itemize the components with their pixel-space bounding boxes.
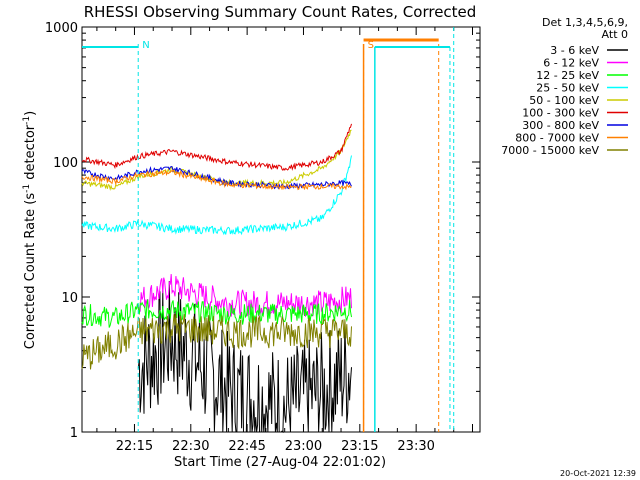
- x-axis-label: Start Time (27-Aug-04 22:01:02): [174, 455, 386, 470]
- y-axis-label-sup1: -1: [22, 184, 32, 193]
- legend-label: 800 - 7000 keV: [515, 132, 599, 145]
- series-line: [81, 165, 352, 190]
- x-axis: 22:15 22:30 22:45 23:00 23:15 23:30: [96, 27, 473, 454]
- y-tick-label: 100: [53, 156, 78, 171]
- y-axis-label-sup2: -1: [22, 116, 32, 125]
- legend-item: 800 - 7000 keV: [515, 132, 628, 145]
- x-tick-label: 22:15: [116, 439, 153, 454]
- legend-header-line1: Det 1,3,4,5,6,9,: [542, 16, 628, 29]
- legend-label: 100 - 300 keV: [522, 107, 599, 120]
- x-tick-label: 23:15: [341, 439, 378, 454]
- legend-label: 3 - 6 keV: [550, 44, 599, 57]
- marker-label: S: [368, 40, 374, 51]
- y-tick-label: 1: [70, 426, 78, 441]
- y-axis: 1 10 100 1000: [45, 21, 480, 441]
- series-line: [81, 123, 352, 172]
- legend-label: 7000 - 15000 keV: [501, 144, 599, 157]
- footer-date: 20-Oct-2021 12:39: [560, 469, 636, 478]
- legend-item: 300 - 800 keV: [522, 119, 628, 132]
- x-tick-label: 23:30: [397, 439, 434, 454]
- y-tick-label: 10: [61, 291, 78, 306]
- series-line: [81, 155, 352, 236]
- y-axis-label-end: ): [23, 111, 38, 116]
- series-line: [81, 168, 352, 191]
- series-line: [137, 274, 352, 317]
- legend-item: 3 - 6 keV: [550, 44, 628, 57]
- legend-item: 100 - 300 keV: [522, 107, 628, 120]
- x-tick-label: 23:00: [285, 439, 322, 454]
- legend-label: 300 - 800 keV: [522, 119, 599, 132]
- legend-item: 7000 - 15000 keV: [501, 144, 628, 157]
- legend-item: 6 - 12 keV: [543, 57, 628, 70]
- series-line: [137, 280, 352, 434]
- y-axis-label-mid: detector: [23, 124, 38, 184]
- legend-label: 50 - 100 keV: [529, 94, 599, 107]
- legend-label: 6 - 12 keV: [543, 57, 599, 70]
- x-tick-label: 22:45: [228, 439, 265, 454]
- x-tick-label: 22:30: [172, 439, 209, 454]
- series-line: [81, 314, 352, 370]
- legend-item: 50 - 100 keV: [529, 94, 628, 107]
- legend-item: 25 - 50 keV: [536, 82, 628, 95]
- y-tick-label: 1000: [45, 21, 78, 36]
- series-line: [81, 299, 352, 328]
- chart-title: RHESSI Observing Summary Count Rates, Co…: [84, 3, 477, 21]
- legend-label: 25 - 50 keV: [536, 82, 599, 95]
- y-axis-label: Corrected Count Rate (s-1 detector-1): [22, 111, 38, 349]
- y-axis-label-main: Corrected Count Rate (s: [23, 193, 38, 350]
- legend-header-line2: Att 0: [602, 28, 628, 41]
- legend-item: 12 - 25 keV: [536, 69, 628, 82]
- legend-label: 12 - 25 keV: [536, 69, 599, 82]
- marker-label: N: [142, 40, 149, 51]
